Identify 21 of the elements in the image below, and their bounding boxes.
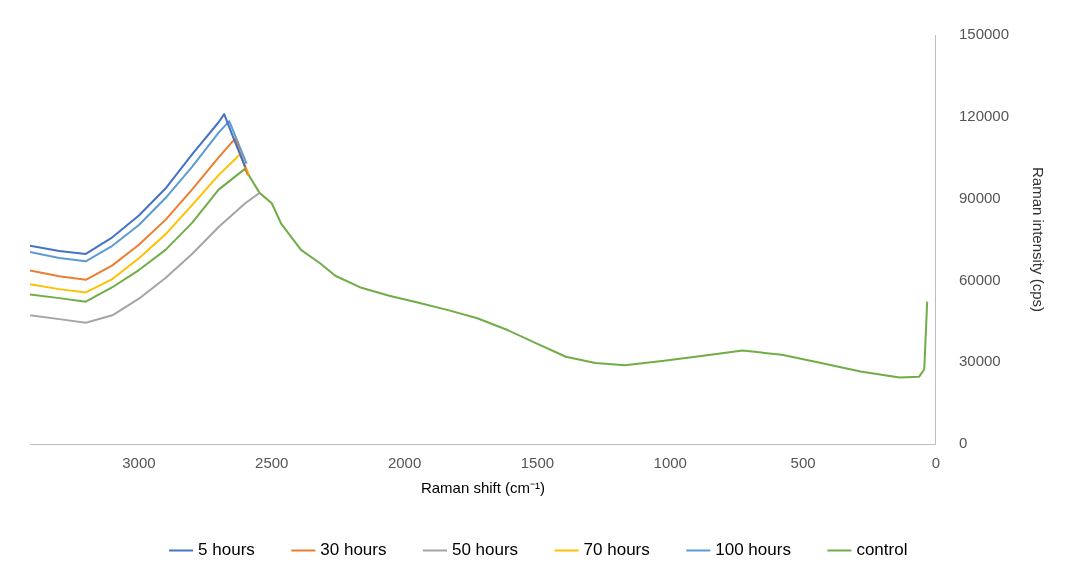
legend-label: control bbox=[856, 540, 908, 560]
legend-label: 100 hours bbox=[715, 540, 791, 560]
x-tick-label: 2500 bbox=[255, 454, 289, 472]
y-axis-title: Raman intensity (cps) bbox=[1029, 166, 1047, 313]
y-tick-label: 90000 bbox=[958, 188, 1001, 206]
x-tick-label: 500 bbox=[790, 454, 816, 472]
legend-label: 70 hours bbox=[583, 540, 650, 560]
x-axis-title: Raman shift (cm⁻¹) bbox=[420, 479, 546, 497]
legend-label: 5 hours bbox=[198, 540, 255, 560]
y-tick-label: 120000 bbox=[958, 106, 1010, 124]
x-tick-label: 1500 bbox=[520, 454, 555, 472]
y-tick-label: 0 bbox=[958, 434, 968, 452]
legend-label: 30 hours bbox=[320, 540, 387, 560]
x-tick-label: 1000 bbox=[653, 454, 687, 472]
y-tick-label: 30000 bbox=[958, 352, 1001, 370]
legend-label: 50 hours bbox=[451, 540, 519, 560]
x-tick-label: 0 bbox=[931, 454, 941, 472]
x-tick-label: 3000 bbox=[122, 454, 156, 472]
x-tick-label: 2000 bbox=[387, 454, 422, 472]
y-tick-label: 60000 bbox=[958, 270, 1001, 288]
y-tick-label: 150000 bbox=[958, 25, 1010, 43]
